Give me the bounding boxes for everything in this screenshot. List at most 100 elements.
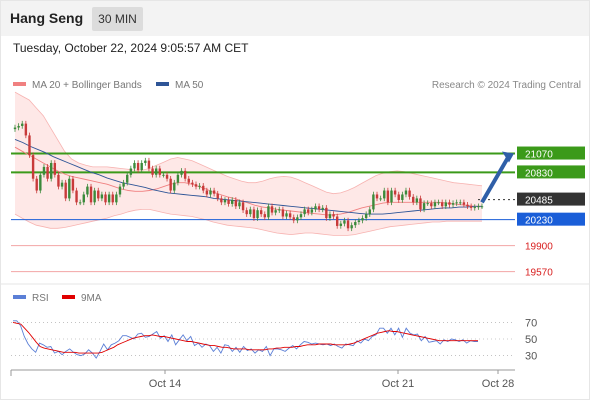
candle bbox=[412, 194, 415, 206]
candle bbox=[404, 187, 408, 198]
candle-body bbox=[53, 162, 57, 175]
candle bbox=[209, 187, 212, 198]
forecast-arrow-shaft bbox=[480, 156, 510, 204]
candle-body bbox=[404, 190, 408, 195]
candle bbox=[183, 168, 187, 182]
candle-body bbox=[147, 160, 151, 169]
rsi-label: RSI bbox=[32, 293, 49, 304]
candle bbox=[325, 205, 328, 221]
candle-body bbox=[375, 194, 379, 199]
candle-body bbox=[202, 185, 205, 191]
candle bbox=[42, 164, 46, 178]
candle-body bbox=[307, 209, 310, 213]
ma50-label: MA 50 bbox=[175, 80, 204, 91]
candle-body bbox=[223, 199, 227, 203]
candle bbox=[430, 200, 433, 210]
candle-body bbox=[129, 168, 133, 175]
candle bbox=[317, 203, 321, 213]
candle bbox=[252, 206, 256, 221]
candle-body bbox=[325, 207, 328, 219]
ma20-label: MA 20 + Bollinger Bands bbox=[32, 80, 142, 91]
candle bbox=[296, 214, 299, 224]
candle bbox=[169, 175, 172, 194]
rsi-line bbox=[13, 320, 478, 359]
candle-body bbox=[176, 174, 180, 183]
candle bbox=[89, 183, 93, 206]
candle bbox=[147, 157, 151, 172]
level-label-20830: 20830 bbox=[517, 165, 585, 179]
candle bbox=[339, 220, 343, 229]
candle-body bbox=[270, 206, 274, 213]
candle-body bbox=[339, 223, 343, 226]
candle-body bbox=[133, 162, 136, 169]
candle-body bbox=[314, 206, 317, 210]
candle bbox=[383, 187, 386, 202]
candle bbox=[35, 175, 38, 194]
candle bbox=[241, 199, 245, 213]
candle-body bbox=[412, 196, 415, 203]
candle bbox=[93, 187, 96, 206]
candle-body bbox=[64, 182, 67, 199]
candle-body bbox=[419, 198, 422, 210]
candle-body bbox=[71, 178, 75, 191]
time-axis: Oct 14 Oct 21 Oct 28 bbox=[10, 369, 515, 390]
candle-body bbox=[288, 213, 292, 218]
candle-body bbox=[169, 178, 172, 191]
candle-body bbox=[227, 199, 230, 204]
candle bbox=[28, 132, 31, 158]
candle-body bbox=[136, 162, 140, 171]
candle-body bbox=[75, 190, 78, 203]
candle-body bbox=[440, 202, 444, 207]
bollinger-lower-line bbox=[14, 208, 482, 236]
candle bbox=[415, 195, 419, 206]
level-label-text: 21070 bbox=[525, 150, 553, 161]
candle-body bbox=[292, 217, 295, 221]
candle bbox=[129, 165, 133, 178]
candle bbox=[234, 197, 238, 210]
candle-body bbox=[162, 174, 165, 176]
candle bbox=[205, 187, 209, 198]
candle bbox=[154, 165, 158, 178]
candle-body bbox=[209, 190, 212, 195]
rsi-ma-label: 9MA bbox=[81, 293, 102, 304]
candle bbox=[274, 207, 277, 216]
candle bbox=[198, 183, 201, 190]
candle bbox=[270, 203, 274, 216]
candle bbox=[122, 179, 125, 190]
candle-body bbox=[100, 194, 104, 199]
rsi-ma-line bbox=[12, 321, 478, 354]
candle-body bbox=[198, 185, 201, 187]
candle bbox=[57, 172, 60, 190]
level-label-bg bbox=[517, 165, 585, 179]
timeframe-badge[interactable]: 30 MIN bbox=[92, 7, 143, 31]
candle bbox=[64, 179, 67, 202]
candle-body bbox=[151, 168, 154, 175]
rsi-ma-swatch bbox=[62, 295, 75, 300]
rsi-tick-label: 50 bbox=[525, 334, 537, 346]
candle bbox=[60, 179, 64, 190]
candle-body bbox=[361, 218, 364, 221]
candle bbox=[21, 120, 24, 129]
candle bbox=[408, 187, 411, 200]
level-label-20485: 20485 bbox=[517, 192, 585, 207]
candle bbox=[433, 199, 437, 210]
candle-body bbox=[469, 206, 473, 208]
candle bbox=[307, 206, 310, 216]
candle-body bbox=[241, 202, 245, 211]
candle-body bbox=[274, 210, 277, 213]
level-label-text: 20830 bbox=[525, 168, 553, 179]
legend-ma20: MA 20 + Bollinger Bands bbox=[13, 80, 142, 91]
candle-body bbox=[234, 199, 238, 207]
candle-body bbox=[386, 190, 390, 203]
candle bbox=[231, 197, 234, 207]
candle bbox=[390, 187, 393, 206]
candle bbox=[357, 217, 361, 225]
candle-body bbox=[57, 174, 60, 187]
candle-body bbox=[187, 178, 190, 183]
candle bbox=[328, 211, 332, 221]
candle-body bbox=[462, 202, 466, 205]
candle-body bbox=[480, 206, 484, 208]
candle bbox=[354, 219, 357, 228]
level-label-text: 20485 bbox=[525, 196, 553, 207]
candle bbox=[332, 211, 335, 220]
